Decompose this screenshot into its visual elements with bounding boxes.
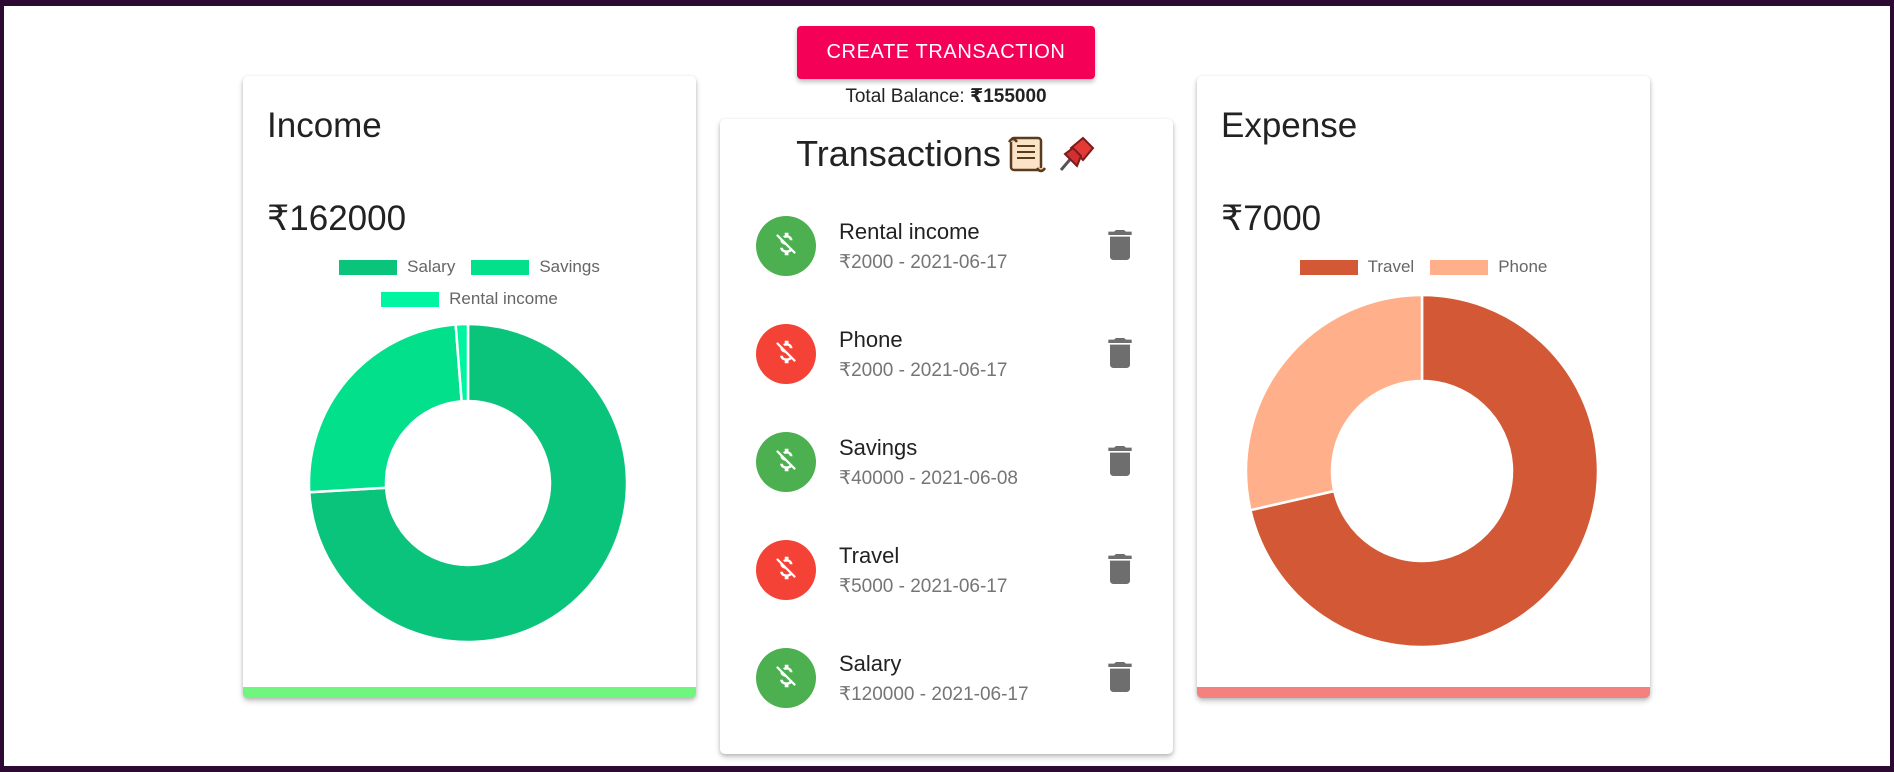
income-card: Income ₹162000 Salary Savings Rental inc… <box>243 76 696 698</box>
legend-swatch-travel <box>1299 259 1358 275</box>
delete-transaction-button[interactable] <box>1105 337 1135 373</box>
transaction-name: Travel <box>839 543 900 568</box>
transaction-avatar <box>756 216 816 276</box>
trash-icon <box>1107 337 1133 373</box>
transaction-detail: ₹5000 - 2021-06-17 <box>839 576 1008 597</box>
create-transaction-button[interactable]: CREATE TRANSACTION <box>797 26 1095 79</box>
transactions-list: Rental income ₹2000 - 2021-06-17 Phone ₹… <box>720 197 1173 737</box>
expense-legend: Travel Phone <box>1197 257 1650 277</box>
donut-slice-phone[interactable] <box>1244 293 1424 512</box>
scroll-icon <box>1005 134 1049 174</box>
transaction-item-rental-income[interactable]: Rental income ₹2000 - 2021-06-17 <box>720 197 1173 305</box>
donut-slice-travel[interactable] <box>1248 293 1600 649</box>
dollar-off-icon <box>771 445 801 480</box>
transaction-detail: ₹2000 - 2021-06-17 <box>839 252 1008 273</box>
legend-item-travel[interactable]: Travel <box>1299 257 1415 277</box>
transaction-item-savings[interactable]: Savings ₹40000 - 2021-06-08 <box>720 413 1173 521</box>
transaction-avatar <box>756 540 816 600</box>
legend-item-salary[interactable]: Salary <box>339 257 455 277</box>
transactions-card: Transactions Rental income <box>720 119 1173 754</box>
legend-label-phone: Phone <box>1498 257 1548 276</box>
legend-label-salary: Salary <box>407 257 456 276</box>
transaction-detail: ₹2000 - 2021-06-17 <box>839 360 1008 381</box>
transaction-detail: ₹40000 - 2021-06-08 <box>839 468 1018 489</box>
legend-swatch-rental-income <box>381 291 440 307</box>
trash-icon <box>1107 553 1133 589</box>
dollar-off-icon <box>771 229 801 264</box>
donut-slice-rental-income[interactable] <box>454 323 470 403</box>
delete-transaction-button[interactable] <box>1105 661 1135 697</box>
dollar-off-icon <box>771 553 801 588</box>
expense-amount: ₹7000 <box>1221 199 1322 238</box>
income-donut-chart <box>308 323 628 643</box>
transaction-detail: ₹120000 - 2021-06-17 <box>839 684 1029 705</box>
transaction-name: Salary <box>839 651 902 676</box>
transaction-item-salary[interactable]: Salary ₹120000 - 2021-06-17 <box>720 629 1173 737</box>
trash-icon <box>1107 661 1133 697</box>
delete-transaction-button[interactable] <box>1105 445 1135 481</box>
income-legend: Salary Savings <box>243 257 696 277</box>
transactions-title-text: Transactions <box>796 133 1001 174</box>
expense-donut-chart <box>1244 293 1600 649</box>
legend-swatch-savings <box>471 259 530 275</box>
income-title: Income <box>267 106 382 145</box>
legend-label-travel: Travel <box>1367 257 1415 276</box>
donut-slice-salary[interactable] <box>308 323 628 643</box>
transaction-name: Rental income <box>839 219 980 244</box>
transactions-title: Transactions <box>720 133 1173 175</box>
trash-icon <box>1107 229 1133 265</box>
total-balance: Total Balance: ₹155000 <box>746 85 1146 108</box>
legend-swatch-phone <box>1430 259 1489 275</box>
income-legend-row2: Rental income <box>243 289 696 309</box>
dollar-off-icon <box>771 661 801 696</box>
legend-item-rental-income[interactable]: Rental income <box>381 289 558 309</box>
donut-slice-savings[interactable] <box>308 323 463 494</box>
expense-card: Expense ₹7000 Travel Phone <box>1197 76 1650 698</box>
total-balance-amount: ₹155000 <box>970 86 1047 107</box>
transaction-item-phone[interactable]: Phone ₹2000 - 2021-06-17 <box>720 305 1173 413</box>
legend-item-savings[interactable]: Savings <box>471 257 600 277</box>
expense-title: Expense <box>1221 106 1358 145</box>
pushpin-icon <box>1053 134 1097 174</box>
transaction-name: Phone <box>839 327 903 352</box>
transaction-avatar <box>756 648 816 708</box>
transaction-name: Savings <box>839 435 918 460</box>
legend-label-savings: Savings <box>539 257 600 276</box>
delete-transaction-button[interactable] <box>1105 553 1135 589</box>
delete-transaction-button[interactable] <box>1105 229 1135 265</box>
income-amount: ₹162000 <box>267 199 407 238</box>
dollar-off-icon <box>771 337 801 372</box>
legend-label-rental-income: Rental income <box>449 289 558 308</box>
legend-swatch-salary <box>339 259 398 275</box>
legend-item-phone[interactable]: Phone <box>1430 257 1547 277</box>
transaction-item-travel[interactable]: Travel ₹5000 - 2021-06-17 <box>720 521 1173 629</box>
trash-icon <box>1107 445 1133 481</box>
transaction-avatar <box>756 432 816 492</box>
total-balance-label: Total Balance: <box>845 86 965 107</box>
transaction-avatar <box>756 324 816 384</box>
